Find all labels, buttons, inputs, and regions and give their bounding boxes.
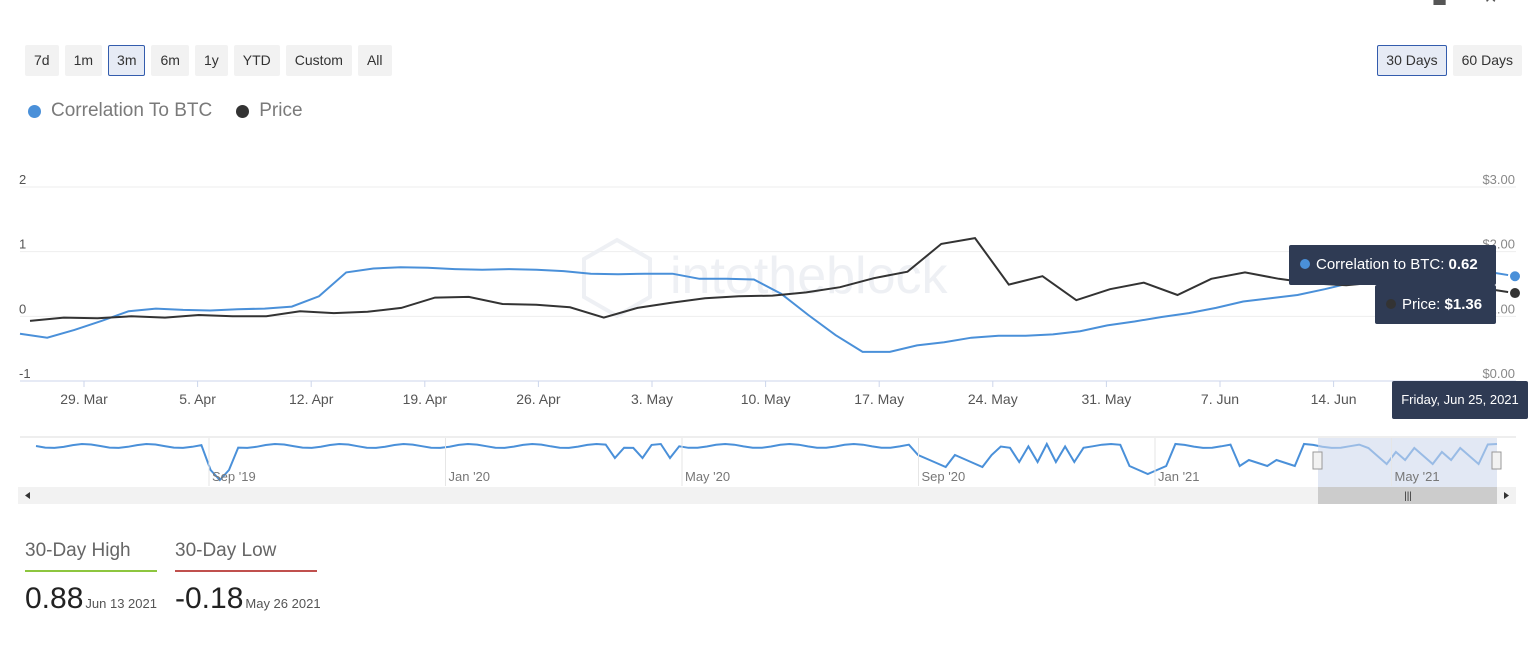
scrollbar-track xyxy=(18,487,1516,504)
tooltip-price-value: $1.36 xyxy=(1444,296,1483,313)
navigator-label: May '20 xyxy=(685,469,730,484)
x-tick-label: 29. Mar xyxy=(60,391,108,407)
tooltip-corr-label: Correlation to BTC: xyxy=(1316,256,1449,273)
stat-low-value: -0.18 xyxy=(175,582,244,615)
tooltip-corr-value: 0.62 xyxy=(1448,256,1478,273)
scroll-left-arrow-icon xyxy=(25,492,30,499)
series-line-correlation xyxy=(19,260,1516,353)
range-button-ytd[interactable]: YTD xyxy=(233,45,280,76)
range-button-7d[interactable]: 7d xyxy=(25,45,59,76)
navigator-label: Sep '19 xyxy=(212,469,256,484)
x-tick-label: 17. May xyxy=(854,391,904,407)
x-tick-label: 24. May xyxy=(968,391,1018,407)
navigator-label: Sep '20 xyxy=(922,469,966,484)
legend-dot-icon xyxy=(28,104,41,118)
watermark-logo-icon xyxy=(582,237,652,319)
legend-item-price[interactable]: Price xyxy=(236,100,303,122)
legend-label: Price xyxy=(259,100,303,121)
chart-legend: Correlation To BTC Price xyxy=(28,100,303,122)
legend-item-correlation[interactable]: Correlation To BTC xyxy=(28,100,212,122)
scrollbar-grip-icon: ||| xyxy=(1404,491,1412,502)
navigator-label: May '21 xyxy=(1395,469,1440,484)
window-button-60-days[interactable]: 60 Days xyxy=(1452,45,1522,76)
x-tick-label: 7. Jun xyxy=(1201,391,1239,407)
legend-label: Correlation To BTC xyxy=(51,100,213,121)
x-tick-label: 10. May xyxy=(741,391,791,407)
tooltip-date: Friday, Jun 25, 2021 xyxy=(1392,381,1528,419)
navigator-label: Jan '21 xyxy=(1158,469,1200,484)
stat-low-label: 30-Day Low xyxy=(175,540,317,572)
hover-point-correlation xyxy=(1508,269,1522,284)
tooltip-price: Price: $1.36 xyxy=(1375,285,1496,324)
x-tick-label: 3. May xyxy=(631,391,673,407)
y-left-tick-label: 1 xyxy=(19,237,26,252)
stat-high-value: 0.88 xyxy=(25,582,84,615)
corner-toolbar: ⬓ ✕ xyxy=(1432,0,1506,7)
range-button-6m[interactable]: 6m xyxy=(151,45,189,76)
x-tick-label: 31. May xyxy=(1081,391,1131,407)
window-selector: 30 Days 60 Days xyxy=(1377,45,1522,76)
chart-canvas[interactable]: 2 $3.001 $2.000 $1.00-1 $0.00intotheblock29.… xyxy=(0,0,1536,520)
range-button-all[interactable]: All xyxy=(357,45,392,76)
x-tick-label: 19. Apr xyxy=(403,391,448,407)
y-left-tick-label: 2 xyxy=(19,172,26,187)
stat-low: 30-Day Low -0.18 May 26 2021 xyxy=(175,540,321,616)
legend-dot-icon xyxy=(236,104,250,118)
y-right-tick-label: $0.00 xyxy=(1482,366,1515,381)
scrollbar-thumb xyxy=(1318,487,1497,504)
stats-panel: 30-Day High 0.88 Jun 13 2021 30-Day Low -… xyxy=(25,540,321,616)
x-tick-label: 14. Jun xyxy=(1311,391,1357,407)
stat-high: 30-Day High 0.88 Jun 13 2021 xyxy=(25,540,157,616)
tooltip-price-label: Price: xyxy=(1402,296,1445,313)
stat-low-date: May 26 2021 xyxy=(245,596,321,611)
y-left-tick-label: -1 xyxy=(19,366,31,381)
range-selector: 7d 1m 3m 6m 1y YTD Custom All xyxy=(25,45,392,76)
download-icon[interactable]: ⬓ xyxy=(1432,0,1454,7)
x-tick-label: 26. Apr xyxy=(516,391,561,407)
range-button-1y[interactable]: 1y xyxy=(194,45,228,76)
collapse-icon[interactable]: ✕ xyxy=(1484,0,1506,7)
range-button-1m[interactable]: 1m xyxy=(64,45,103,76)
window-button-30-days[interactable]: 30 Days xyxy=(1377,45,1447,76)
series-line-price xyxy=(29,237,1516,322)
x-tick-label: 5. Apr xyxy=(179,391,216,407)
navigator-handle-right-icon xyxy=(1491,451,1502,470)
stat-high-label: 30-Day High xyxy=(25,540,157,572)
scroll-right-arrow-icon xyxy=(1504,492,1509,499)
navigator-label: Jan '20 xyxy=(449,469,491,484)
tooltip-correlation: Correlation to BTC: 0.62 xyxy=(1289,245,1496,285)
tooltip-dot-icon xyxy=(1300,259,1310,269)
range-button-custom[interactable]: Custom xyxy=(285,45,352,76)
y-right-tick-label: $3.00 xyxy=(1482,172,1515,187)
navigator-handle-left-icon xyxy=(1312,451,1323,470)
range-button-3m[interactable]: 3m xyxy=(108,45,146,76)
hover-point-price xyxy=(1508,286,1522,301)
navigator-series-line xyxy=(35,441,1498,482)
tooltip-dot-icon xyxy=(1386,299,1396,309)
x-tick-label: 12. Apr xyxy=(289,391,334,407)
watermark-text: intotheblock xyxy=(670,247,949,305)
stat-high-date: Jun 13 2021 xyxy=(85,596,157,611)
y-left-tick-label: 0 xyxy=(19,301,26,316)
tooltip-date-text: Friday, Jun 25, 2021 xyxy=(1401,392,1519,407)
